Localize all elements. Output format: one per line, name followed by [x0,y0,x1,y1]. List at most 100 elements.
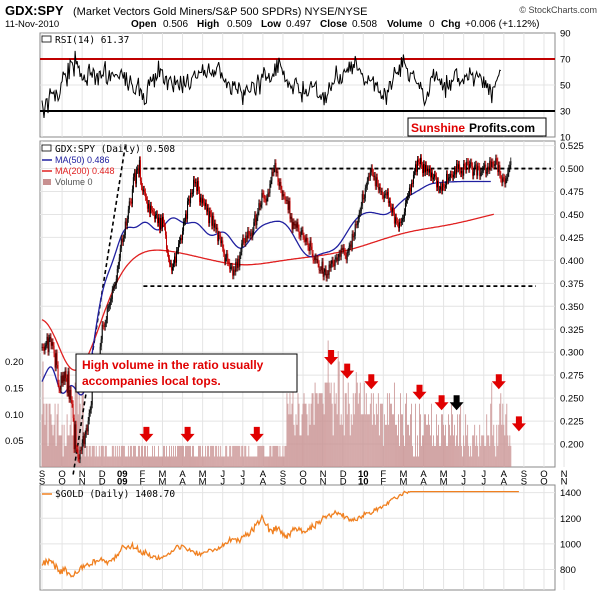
volume-bar [195,456,196,467]
candle-body [77,449,79,458]
volume-bar [280,456,282,467]
volume-bar [349,435,351,467]
candle-body [405,200,407,203]
price-y-tick-label: 0.525 [560,141,584,152]
candle-body [307,241,309,248]
volume-bar [325,382,327,467]
candle-body [58,383,60,390]
price-x-tick-label: A [501,469,508,480]
candle-body [358,213,360,219]
volume-y-tick-label: 0.10 [5,410,24,421]
gold-legend: $GOLD (Daily) 1408.70 [42,489,175,500]
volume-bar [113,456,115,467]
volume-bar [90,456,92,467]
price-x-tick-label: S [280,469,286,480]
price-y-tick-label: 0.400 [560,256,584,267]
price-x-tick-label: F [380,469,386,480]
candle-body [327,273,329,276]
red-arrow-icon [340,363,355,379]
volume-bar [251,456,253,467]
price-y-tick-label: 0.300 [560,348,584,359]
volume-bar [269,445,271,467]
volume-bar [259,445,261,467]
price-x-tick-label: F [139,469,145,480]
candle-body [57,365,59,384]
volume-bar [53,424,55,467]
rsi-legend-swatch [41,35,52,43]
candle-body [253,222,255,231]
candle-body [382,195,384,199]
candle-body [50,337,52,346]
candle-body [335,257,337,259]
candle-body [133,172,135,178]
volume-bar [249,456,251,467]
candle-body [397,222,399,228]
candle-body [294,224,296,226]
candle-body [321,261,323,271]
volume-bar [139,456,141,467]
candle-body [504,178,506,184]
volume-bar [408,424,409,467]
candle-body [447,173,449,181]
candle-body [348,246,350,252]
candle-body [347,251,349,253]
volume-bar [489,445,491,467]
volume-bar [339,424,341,467]
candle-body [172,267,174,271]
candle-body [438,180,440,190]
candle-body [103,325,105,327]
candle-body [490,160,492,168]
volume-bar [301,414,303,467]
volume-bar [326,382,328,467]
gold-x-tick-label: A [260,477,267,488]
volume-bar [471,456,473,467]
rsi-y-tick-label: 10 [560,133,571,144]
volume-bar [229,445,231,467]
candle-body [290,216,292,219]
candle-body [202,198,204,204]
candle-body [407,194,409,197]
candle-body [507,173,509,178]
volume-bar [256,456,258,467]
candle-body [381,191,383,196]
candle-body [72,404,74,419]
candle-body [361,194,363,206]
volume-bar [307,435,309,467]
volume-bar [425,414,426,467]
volume-bar [118,445,120,467]
candle-body [122,238,124,243]
price-y-tick-label: 0.325 [560,325,584,336]
volume-bar [250,456,252,467]
candle-body [429,168,431,173]
volume-bar [191,456,192,467]
candle-body [344,251,346,256]
volume-bar [406,393,407,467]
candle-body [205,203,207,207]
gold-x-tick-label: M [399,477,407,488]
candle-body [173,263,175,268]
volume-bar [367,414,369,467]
volume-bar [320,393,322,467]
price-x-tick-label: O [540,469,547,480]
volume-bar [221,456,223,467]
candle-body [450,174,452,178]
candle-body [318,263,320,270]
volume-bar [478,456,480,467]
candle-body [306,237,308,242]
volume-bar [149,456,150,467]
volume-bar [311,393,313,467]
volume-bar [83,435,85,467]
candle-body [179,240,181,244]
rsi-legend: RSI(14) 61.37 [41,35,129,46]
volume-bar [290,414,292,467]
volume-bar [357,403,359,467]
candle-body [175,256,177,263]
candle-body [283,194,285,196]
volume-bar [152,445,153,467]
candle-body [354,224,356,236]
candle-body [154,214,156,219]
candle-body [489,160,491,171]
volume-bar [99,456,101,467]
candle-body [184,221,186,223]
candle-body [191,192,193,194]
